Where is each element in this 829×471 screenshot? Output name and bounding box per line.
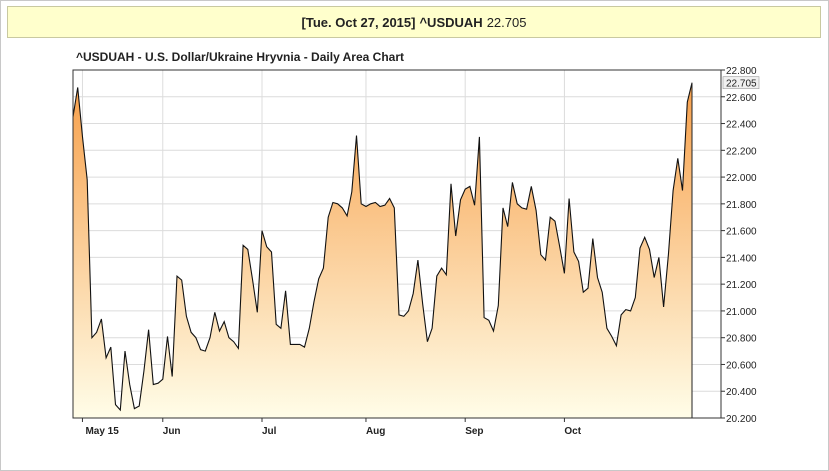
y-tick-label: 21.400 xyxy=(726,253,757,264)
y-tick-label: 20.800 xyxy=(726,334,757,345)
y-tick-label: 22.800 xyxy=(726,66,757,77)
plot-border xyxy=(72,69,722,419)
last-price-box xyxy=(722,76,760,90)
y-tick-label: 21.800 xyxy=(726,200,757,211)
x-axis: May 15 Jun Jul Aug Sep Oct xyxy=(81,418,582,437)
y-tick-label: 20.400 xyxy=(726,387,757,398)
quote-symbol: ^USDUAH xyxy=(419,14,483,30)
x-tick-label: Sep xyxy=(465,426,483,437)
x-tick-label: Jun xyxy=(163,426,181,437)
y-tick-label: 22.400 xyxy=(726,120,757,131)
x-tick-label: Jul xyxy=(262,426,277,437)
chart-title: ^USDUAH - U.S. Dollar/Ukraine Hryvnia - … xyxy=(76,50,404,64)
y-tick-label: 21.000 xyxy=(726,307,757,318)
x-tick-label: Oct xyxy=(564,426,581,437)
last-price-label: 22.705 xyxy=(722,76,760,90)
quote-date: [Tue. Oct 27, 2015] xyxy=(301,14,416,30)
y-tick-label: 21.200 xyxy=(726,280,757,291)
quote-header: [Tue. Oct 27, 2015] ^USDUAH 22.705 xyxy=(7,6,821,38)
y-tick-label: 22.600 xyxy=(726,93,757,104)
x-tick-label: May 15 xyxy=(85,426,119,437)
y-axis: 22.800 22.600 22.400 22.200 22.000 21.800 21.6… xyxy=(721,66,757,425)
y-tick-label: 21.600 xyxy=(726,227,757,238)
y-tick-label: 20.600 xyxy=(726,360,757,371)
price-area xyxy=(73,82,692,418)
y-tick-label: 22.200 xyxy=(726,146,757,157)
x-tick-label: Aug xyxy=(366,426,385,437)
price-line xyxy=(72,82,693,412)
y-tick-label: 20.200 xyxy=(726,414,757,425)
y-tick-label: 22.000 xyxy=(726,173,757,184)
quote-price: 22.705 xyxy=(486,14,527,30)
last-price-value: 22.705 xyxy=(726,79,757,90)
